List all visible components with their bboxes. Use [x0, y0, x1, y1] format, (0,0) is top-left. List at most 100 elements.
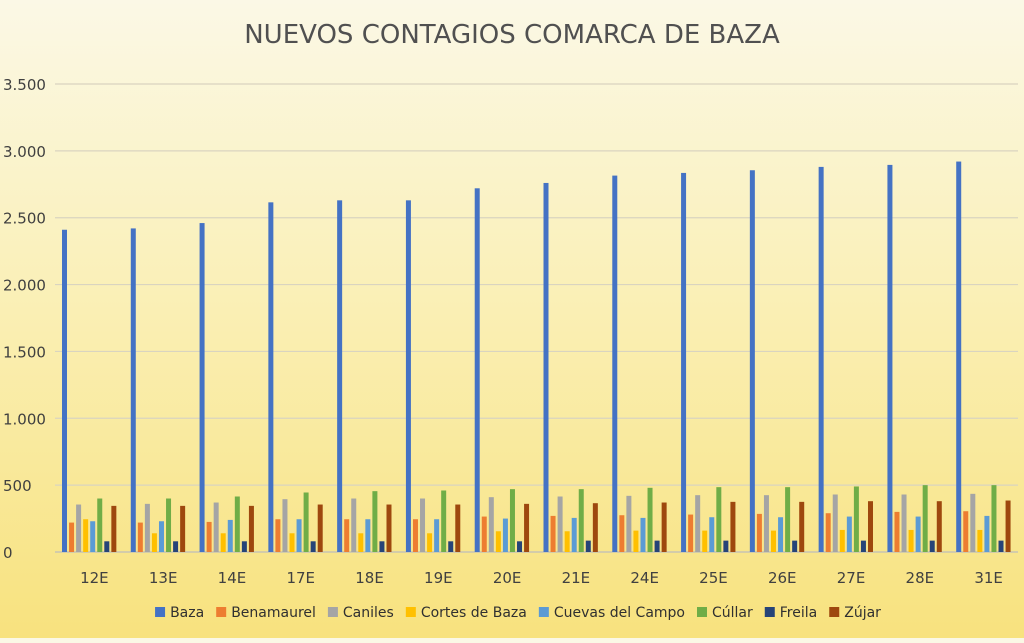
bar-zújar-14E — [248, 505, 254, 552]
bar-caniles-31E — [970, 493, 976, 552]
bar-caniles-20E — [488, 497, 494, 552]
bar-zújar-13E — [180, 505, 186, 552]
bar-benamaurel-12E — [69, 522, 75, 552]
legend-swatch — [155, 607, 166, 617]
legend-item: Zújar — [829, 605, 881, 621]
bar-benamaurel-19E — [412, 519, 418, 552]
x-tick-label: 25E — [699, 569, 728, 587]
y-tick-label: 0 — [3, 544, 13, 562]
bar-cuevas-del-campo-12E — [90, 521, 96, 552]
bar-cúllar-31E — [991, 485, 997, 552]
bar-baza-13E — [130, 228, 136, 552]
bar-cuevas-del-campo-21E — [571, 517, 577, 552]
bar-cortes-de-baza-13E — [151, 533, 157, 552]
legend-swatch — [216, 607, 227, 617]
bar-cuevas-del-campo-25E — [709, 517, 715, 552]
bar-zújar-21E — [592, 503, 598, 552]
bar-cortes-de-baza-26E — [771, 530, 777, 552]
bar-cuevas-del-campo-14E — [227, 519, 233, 552]
bar-zújar-26E — [799, 501, 805, 552]
legend-item: Cúllar — [697, 605, 753, 621]
y-tick-label: 500 — [3, 477, 32, 495]
bar-baza-31E — [956, 161, 962, 552]
y-tick-label: 3.000 — [3, 143, 46, 161]
bar-baza-12E — [62, 229, 67, 552]
bar-cortes-de-baza-17E — [289, 533, 295, 552]
bar-caniles-19E — [420, 498, 426, 552]
bar-zújar-27E — [867, 501, 873, 552]
bar-caniles-12E — [76, 504, 82, 552]
x-tick-label: 18E — [355, 569, 384, 587]
x-tick-label: 12E — [80, 569, 109, 587]
bar-cuevas-del-campo-27E — [846, 516, 852, 552]
bar-caniles-25E — [695, 495, 701, 552]
x-tick-label: 20E — [493, 569, 522, 587]
bar-benamaurel-17E — [275, 519, 281, 552]
bar-zújar-31E — [1005, 500, 1011, 552]
x-tick-label: 13E — [149, 569, 178, 587]
legend-swatch — [538, 607, 549, 617]
y-tick-label: 1.500 — [3, 343, 46, 361]
bar-zújar-25E — [730, 501, 736, 552]
bar-cortes-de-baza-18E — [358, 533, 364, 552]
bar-caniles-18E — [351, 498, 357, 552]
bar-freila-31E — [998, 540, 1004, 552]
bar-caniles-14E — [213, 502, 219, 552]
bar-freila-17E — [310, 541, 316, 552]
bar-cortes-de-baza-27E — [839, 529, 845, 552]
bar-cuevas-del-campo-18E — [365, 519, 371, 552]
bar-cúllar-18E — [372, 491, 378, 552]
legend-label: Freila — [780, 605, 817, 621]
bar-baza-25E — [681, 172, 687, 553]
legend-item: Baza — [155, 605, 204, 621]
bar-caniles-17E — [282, 499, 288, 552]
bar-cúllar-27E — [853, 486, 859, 552]
bar-zújar-28E — [936, 501, 942, 552]
bar-freila-27E — [860, 540, 866, 552]
bar-cúllar-19E — [441, 490, 447, 552]
x-tick-label: 26E — [768, 569, 797, 587]
bar-freila-12E — [104, 541, 110, 552]
bar-baza-27E — [818, 166, 824, 552]
legend-item: Benamaurel — [216, 605, 316, 621]
bar-zújar-12E — [111, 505, 117, 552]
legend-swatch — [405, 607, 416, 617]
bar-caniles-21E — [557, 496, 563, 552]
bar-cortes-de-baza-28E — [908, 529, 914, 552]
bar-cúllar-26E — [785, 487, 791, 552]
x-tick-label: 21E — [562, 569, 591, 587]
bar-cuevas-del-campo-28E — [915, 516, 921, 552]
bar-cúllar-17E — [303, 492, 309, 552]
bar-zújar-24E — [661, 502, 667, 552]
bar-freila-24E — [654, 540, 660, 552]
bar-benamaurel-20E — [481, 516, 487, 552]
bar-freila-26E — [792, 540, 798, 552]
bar-baza-28E — [887, 164, 893, 552]
legend-item: Caniles — [327, 605, 394, 621]
chart-title: NUEVOS CONTAGIOS COMARCA DE BAZA — [244, 20, 780, 50]
legend-label: Cúllar — [712, 605, 753, 621]
bar-benamaurel-28E — [894, 511, 900, 552]
bar-cortes-de-baza-31E — [977, 529, 983, 552]
bar-freila-18E — [379, 541, 385, 552]
bar-zújar-19E — [455, 504, 461, 552]
legend-item: Cortes de Baza — [405, 605, 527, 621]
bar-benamaurel-14E — [206, 521, 212, 552]
bar-caniles-24E — [626, 495, 632, 552]
legend-swatch — [764, 607, 775, 617]
bar-freila-25E — [723, 540, 729, 552]
bar-baza-17E — [268, 202, 274, 552]
y-tick-label: 2.000 — [3, 277, 46, 295]
y-tick-label: 1.000 — [3, 410, 46, 428]
legend-swatch — [697, 607, 707, 617]
bar-cortes-de-baza-25E — [702, 530, 708, 552]
bar-cuevas-del-campo-24E — [640, 517, 646, 552]
bar-cúllar-21E — [578, 489, 584, 552]
bar-cuevas-del-campo-17E — [296, 519, 302, 552]
bar-cuevas-del-campo-20E — [502, 518, 508, 552]
bar-freila-19E — [448, 541, 454, 552]
bar-cúllar-14E — [234, 496, 240, 552]
bar-freila-13E — [173, 541, 179, 552]
